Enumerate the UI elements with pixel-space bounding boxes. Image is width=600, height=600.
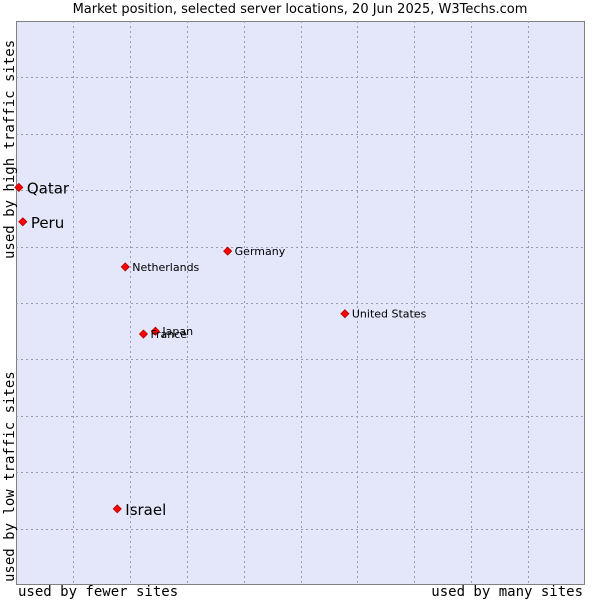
point-label: Qatar (27, 179, 70, 197)
point-label: Japan (161, 325, 193, 338)
data-point-france: France (138, 328, 187, 341)
point-marker (340, 309, 350, 319)
point-label: Israel (125, 501, 166, 519)
point-label: France (150, 328, 187, 341)
data-point-qatar: Qatar (14, 179, 70, 197)
point-label: United States (352, 308, 427, 321)
point-label: Peru (31, 214, 64, 232)
point-marker (150, 326, 160, 336)
point-label: Netherlands (132, 261, 199, 274)
point-marker (112, 504, 122, 514)
point-marker (14, 182, 24, 192)
point-marker (120, 262, 130, 272)
point-marker (223, 246, 233, 256)
y-axis-label-low: used by low traffic sites (2, 371, 18, 582)
scatter-chart: Qatar Peru Germany Netherlands United States… (14, 21, 585, 585)
x-axis-label-fewer: used by fewer sites (18, 584, 179, 600)
y-axis-label-high: used by high traffic sites (2, 39, 18, 259)
plot-area (16, 21, 585, 585)
chart-title: Market position, selected server locatio… (72, 2, 528, 17)
data-point-netherlands: Netherlands (120, 261, 200, 274)
data-point-peru: Peru (18, 214, 64, 232)
x-axis-label-many: used by many sites (431, 584, 583, 600)
point-label: Germany (235, 245, 286, 258)
data-point-israel: Israel (112, 501, 166, 519)
point-marker (138, 329, 149, 339)
data-point-japan: Japan (150, 325, 193, 338)
grid-lines (16, 21, 585, 585)
data-point-germany: Germany (223, 245, 286, 258)
data-point-united-states: United States (340, 308, 427, 321)
data-points: Qatar Peru Germany Netherlands United States… (14, 179, 427, 519)
point-marker (18, 217, 28, 227)
